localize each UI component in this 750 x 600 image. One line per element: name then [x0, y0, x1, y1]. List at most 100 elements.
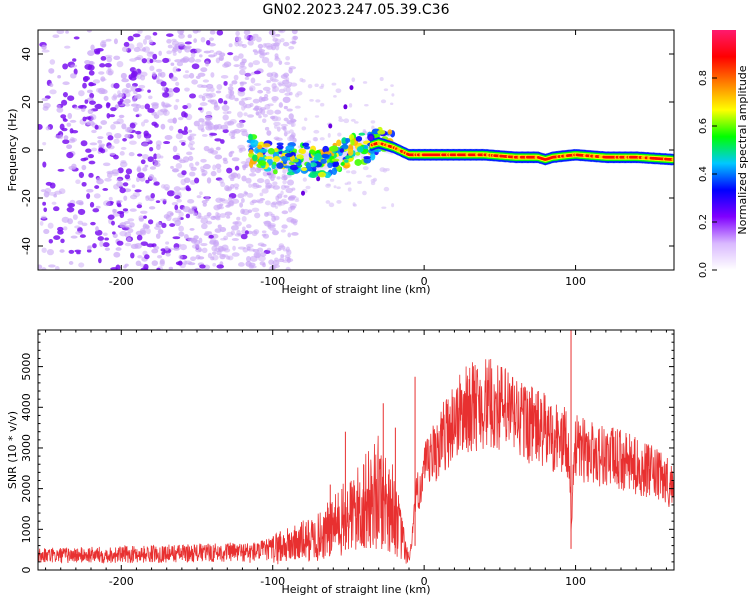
spectrogram-noise-cell — [212, 251, 217, 255]
spectrogram-noise-cell — [215, 163, 222, 169]
spectrogram-noise-cell — [259, 53, 265, 59]
spectrogram-noise-cell — [264, 126, 270, 131]
spectrogram-noise-cell — [201, 223, 208, 230]
spectrogram-x-axis-label: Height of straight line (km) — [281, 283, 430, 296]
spectrogram-noise-cell — [294, 105, 301, 109]
spectrogram-noise-cell — [255, 110, 260, 116]
spectrogram-noise-cell — [111, 95, 118, 101]
spectrogram-noise-cell — [42, 161, 47, 168]
spectrogram-noise-cell — [135, 230, 143, 236]
spectrogram-noise-cell — [223, 80, 228, 86]
spectrogram-noise-cell — [187, 34, 192, 39]
spectrogram-noise-cell — [195, 247, 203, 253]
spectrogram-noise-cell — [245, 72, 253, 77]
spectrogram-noise-cell — [68, 261, 74, 265]
spectrogram-noise-cell — [338, 116, 342, 120]
spectrogram-noise-cell — [77, 105, 84, 109]
spectrogram-noise-cell — [62, 226, 68, 231]
spectrogram-noise-cell — [161, 222, 167, 229]
spectrogram-noise-cell — [227, 186, 233, 191]
spectrogram-noise-cell — [71, 129, 79, 134]
spectrogram-noise-cell — [283, 82, 289, 88]
spectrogram-noise-cell — [266, 109, 274, 115]
spectrogram-noise-cell — [106, 112, 111, 119]
spectrogram-noise-cell — [261, 230, 267, 234]
spectrogram-noise-cell — [289, 129, 294, 134]
spectrogram-noise-cell — [177, 117, 184, 121]
spectrogram-noise-cell — [222, 129, 229, 134]
spectrogram-noise-cell — [113, 55, 121, 61]
spectrogram-noise-cell — [243, 30, 251, 35]
spectrogram-noise-cell — [278, 83, 283, 87]
spectrogram-noise-cell — [95, 226, 99, 232]
spectrogram-noise-cell — [260, 109, 266, 115]
spectrogram-noise-cell — [262, 43, 267, 48]
spectrogram-noise-cell — [91, 147, 98, 152]
spectrogram-ridge-cell — [336, 139, 342, 147]
spectrogram-noise-cell — [286, 108, 293, 112]
spectrogram-noise-cell — [336, 199, 342, 204]
spectrogram-noise-cell — [255, 184, 262, 188]
spectrogram-noise-cell — [195, 48, 203, 53]
spectrogram-noise-cell — [184, 41, 192, 45]
spectrogram-noise-cell — [290, 218, 297, 225]
snr-x-tick-label: 0 — [421, 575, 428, 588]
spectrogram-noise-cell — [264, 211, 269, 217]
spectrogram-noise-cell — [391, 203, 395, 208]
spectrogram-noise-cell — [152, 53, 158, 60]
spectrogram-noise-cell — [162, 105, 169, 109]
spectrogram-noise-cell — [223, 235, 229, 241]
spectrogram-ridge-cell — [299, 148, 306, 155]
spectrogram-noise-cell — [162, 92, 170, 98]
spectrogram-noise-cell — [68, 165, 77, 170]
spectrogram-noise-cell — [48, 68, 55, 74]
spectrogram-noise-cell — [205, 60, 210, 67]
spectrogram-noise-cell — [234, 40, 240, 47]
spectrogram-noise-cell — [49, 89, 57, 95]
spectrogram-noise-cell — [202, 202, 207, 207]
spectrogram-noise-cell — [80, 140, 88, 147]
spectrogram-noise-cell — [333, 185, 337, 189]
spectrogram-noise-cell — [73, 36, 80, 40]
spectrogram-noise-cell — [198, 94, 204, 99]
spectrogram-noise-cell — [315, 99, 321, 103]
spectrogram-ridge-cell — [250, 139, 259, 147]
spectrogram-noise-cell — [92, 208, 100, 213]
spectrogram-noise-cell — [285, 266, 291, 270]
spectrogram-ridge-cell — [363, 144, 369, 150]
spectrogram-noise-cell — [288, 113, 294, 120]
spectrogram-noise-cell — [112, 121, 121, 125]
spectrogram-ridge-cell — [329, 145, 339, 152]
spectrogram-noise-cell — [110, 107, 117, 112]
spectrogram-noise-cell — [142, 167, 148, 172]
spectrogram-noise-cell — [172, 66, 178, 73]
spectrogram-noise-cell — [48, 238, 54, 244]
spectrogram-ridge-cell — [303, 145, 311, 150]
spectrogram-noise-cell — [165, 241, 170, 245]
spectrogram-noise-cell — [281, 210, 289, 215]
spectrogram-noise-cell — [261, 56, 270, 64]
spectrogram-noise-cell — [82, 82, 87, 89]
spectrogram-noise-cell — [162, 57, 170, 64]
spectrogram-ridge-cell — [292, 148, 297, 153]
snr-y-ticks: 0 1000 2000 3000 4000 5000 — [20, 333, 674, 574]
spectrogram-noise-cell — [97, 136, 104, 140]
spectrogram-ridge-cell — [321, 153, 330, 159]
spectrogram-noise-cell — [309, 99, 314, 102]
spectrogram-noise-cell — [273, 121, 281, 126]
spectrogram-noise-cell — [86, 89, 93, 94]
spectrogram-noise-cell — [260, 252, 267, 257]
spectrogram-noise-cell — [219, 203, 224, 207]
spectrogram-noise-cell — [327, 133, 331, 138]
spectrogram-noise-cell — [86, 188, 94, 193]
spectrogram-noise-cell — [67, 203, 75, 208]
spectrogram-noise-cell — [149, 65, 155, 72]
spectrogram-noise-cell — [220, 139, 225, 144]
spectrogram-noise-cell — [94, 124, 99, 130]
spectrogram-ridge-cell — [248, 133, 253, 141]
spectrogram-noise-cell — [141, 142, 149, 147]
spectrogram-noise-cell — [188, 129, 193, 133]
spectrogram-ridge-cell — [341, 137, 347, 144]
snr-line — [38, 358, 674, 565]
